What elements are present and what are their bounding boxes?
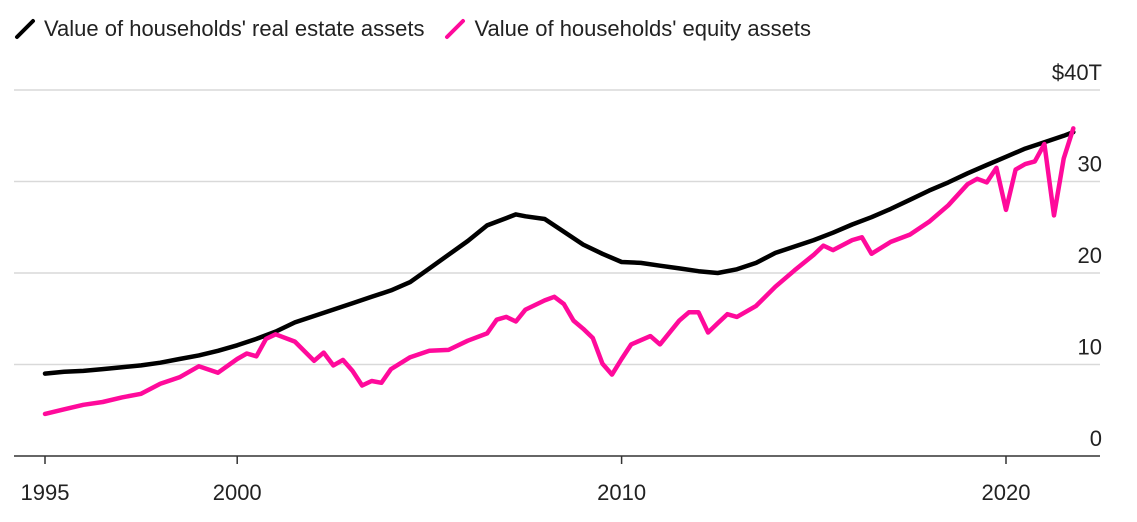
y-tick-label-0: 0 — [1090, 426, 1102, 451]
series-line-real-estate — [42, 129, 1076, 376]
x-tick-label-1995: 1995 — [21, 480, 70, 505]
legend-label-real-estate: Value of households' real estate assets — [44, 16, 425, 41]
y-tick-label-30: 30 — [1078, 152, 1102, 177]
legend-item-real-estate: Value of households' real estate assets — [14, 16, 424, 42]
legend-label-equity: Value of households' equity assets — [474, 16, 811, 41]
legend-swatch-real-estate — [15, 19, 35, 39]
x-tick-label-2000: 2000 — [213, 480, 262, 505]
x-tick-label-2020: 2020 — [982, 480, 1031, 505]
series-line-equity — [42, 126, 1076, 417]
legend-swatch-equity — [445, 19, 466, 39]
legend-item-equity: Value of households' equity assets — [444, 16, 811, 42]
legend: Value of households' real estate assets … — [14, 16, 831, 42]
y-tick-label-40: $40T — [1052, 60, 1102, 85]
x-tick-label-2010: 2010 — [597, 480, 646, 505]
y-tick-label-10: 10 — [1078, 335, 1102, 360]
y-tick-label-20: 20 — [1078, 243, 1102, 268]
